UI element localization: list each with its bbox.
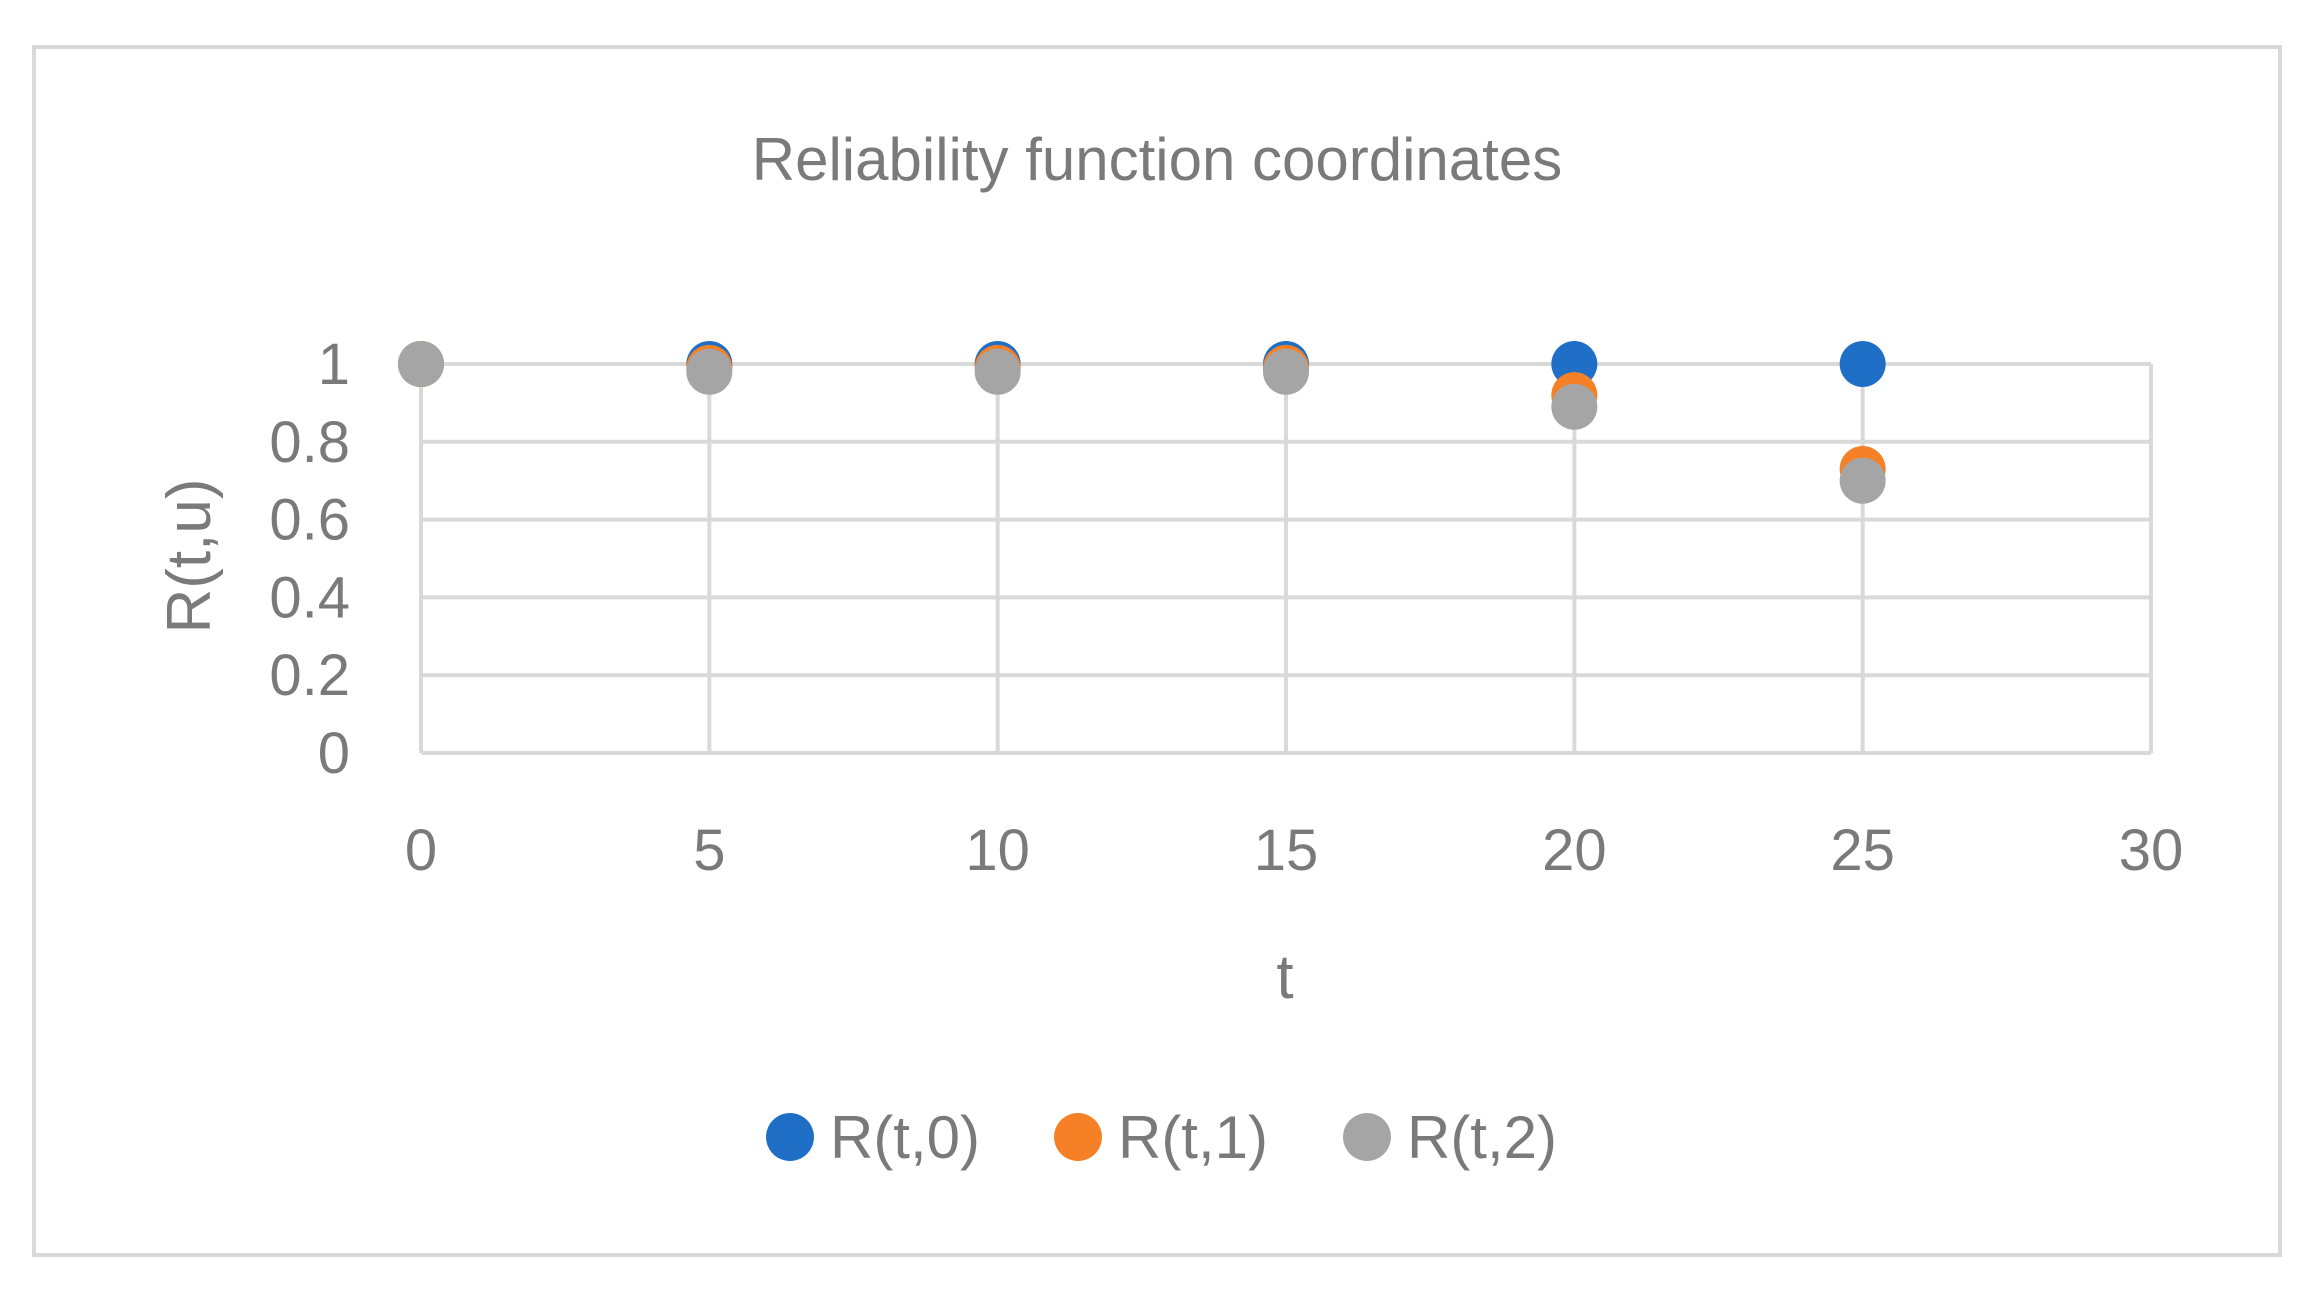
x-axis-tick-labels: 0 5 10 15 20 25 30 bbox=[405, 818, 2183, 883]
x-tick-label: 25 bbox=[1830, 818, 1895, 883]
y-axis-tick-labels: 0 0.2 0.4 0.6 0.8 1 bbox=[269, 332, 350, 786]
y-tick-label: 0.6 bbox=[269, 488, 350, 553]
legend-label: R(t,1) bbox=[1118, 1104, 1268, 1171]
data-points bbox=[398, 341, 1886, 504]
data-point-series-3 bbox=[398, 341, 444, 387]
x-tick-label: 5 bbox=[693, 818, 725, 883]
chart-title: Reliability function coordinates bbox=[752, 126, 1562, 193]
y-axis-label: R(t,u) bbox=[155, 479, 224, 634]
data-point-series-1 bbox=[1839, 341, 1886, 387]
data-point-series-3 bbox=[1263, 348, 1309, 395]
y-tick-label: 0.8 bbox=[269, 410, 350, 475]
x-tick-label: 30 bbox=[2119, 818, 2184, 883]
x-tick-label: 10 bbox=[965, 818, 1030, 883]
legend: R(t,0) R(t,1) R(t,2) bbox=[766, 1104, 1557, 1171]
x-tick-label: 20 bbox=[1542, 818, 1607, 883]
x-tick-label: 0 bbox=[405, 818, 437, 883]
legend-marker bbox=[1054, 1113, 1102, 1161]
legend-marker bbox=[766, 1113, 814, 1161]
data-point-series-3 bbox=[686, 348, 733, 395]
data-point-series-3 bbox=[974, 348, 1021, 395]
x-tick-label: 15 bbox=[1254, 818, 1319, 883]
y-tick-label: 1 bbox=[318, 332, 350, 397]
chart-frame bbox=[32, 45, 2282, 1257]
y-tick-label: 0 bbox=[318, 721, 350, 786]
legend-marker bbox=[1343, 1113, 1391, 1161]
legend-label: R(t,2) bbox=[1407, 1104, 1557, 1171]
y-tick-label: 0.4 bbox=[269, 565, 350, 630]
data-point-series-3 bbox=[1839, 457, 1886, 504]
legend-label: R(t,0) bbox=[830, 1104, 980, 1171]
data-point-series-3 bbox=[1551, 383, 1598, 430]
x-axis-label: t bbox=[1276, 943, 1293, 1012]
y-tick-label: 0.2 bbox=[269, 643, 350, 708]
